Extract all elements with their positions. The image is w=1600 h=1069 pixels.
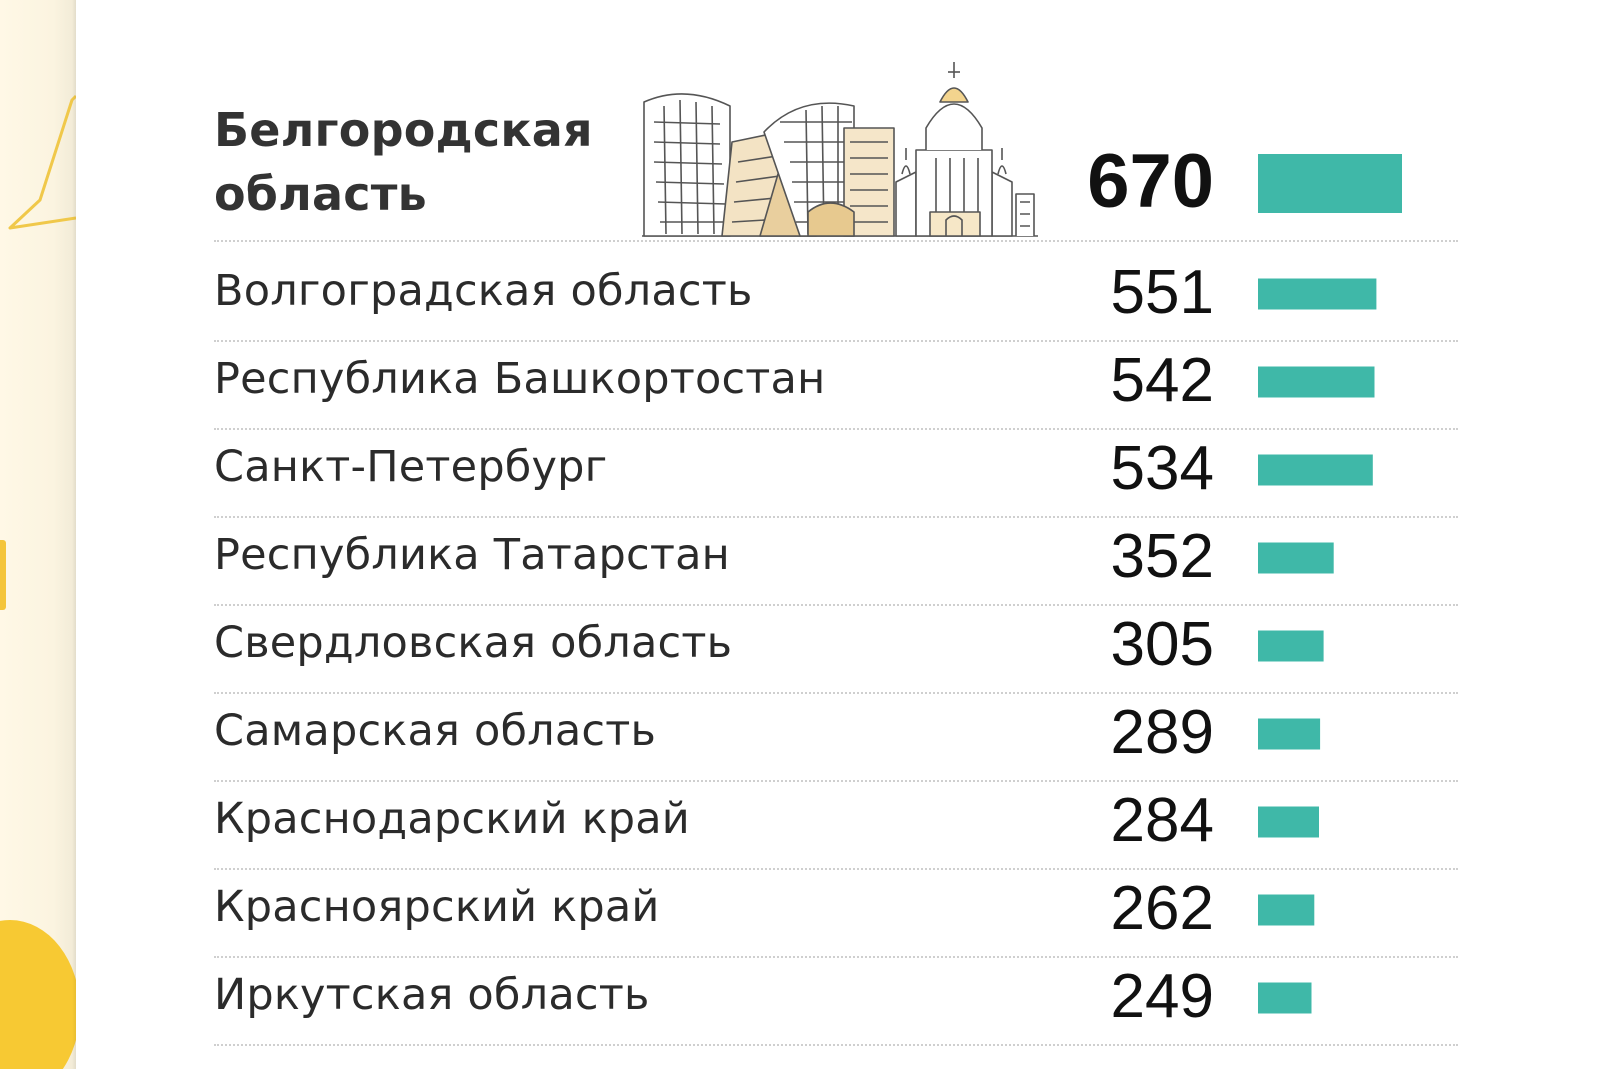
row-separator [214, 240, 1458, 242]
region-label: Краснодарский край [214, 794, 690, 844]
value-label: 284 [1110, 786, 1214, 855]
row-separator [214, 604, 1458, 606]
row-separator [214, 340, 1458, 342]
bar [1258, 154, 1402, 213]
bar [1258, 278, 1377, 310]
bar [1258, 806, 1319, 838]
value-label: 262 [1110, 874, 1214, 943]
value-label: 289 [1110, 698, 1214, 767]
region-label: Республика Башкортостан [214, 354, 826, 404]
row-separator [214, 956, 1458, 958]
ranking-chart: Белгородская область 670 Волгоградская обл… [214, 62, 1484, 1060]
decorative-line-icon [8, 94, 76, 230]
row-separator [214, 428, 1458, 430]
value-label: 534 [1110, 434, 1214, 503]
region-label: Иркутская область [214, 970, 650, 1020]
region-label: Самарская область [214, 706, 657, 756]
region-label: Республика Татарстан [214, 530, 730, 580]
value-label: 542 [1110, 346, 1214, 415]
row-separator [214, 780, 1458, 782]
bar [1258, 630, 1324, 662]
bar [1258, 542, 1334, 574]
bar [1258, 454, 1373, 486]
region-label: Санкт-Петербург [214, 442, 608, 492]
region-label: Волгоградская область [214, 266, 753, 316]
value-label: 551 [1110, 258, 1214, 327]
row-separator [214, 516, 1458, 518]
row-separator [214, 1044, 1458, 1046]
row-separator [214, 868, 1458, 870]
decorative-blob [0, 920, 76, 1069]
decorative-mark [0, 540, 6, 610]
left-decorative-strip [0, 0, 76, 1069]
bar [1258, 982, 1312, 1014]
value-label: 249 [1110, 962, 1214, 1031]
value-label: 352 [1110, 522, 1214, 591]
value-label: 305 [1110, 610, 1214, 679]
row-separator [214, 692, 1458, 694]
bar [1258, 366, 1375, 398]
region-label: Свердловская область [214, 618, 733, 668]
city-buildings-cathedral-icon [642, 62, 1038, 237]
region-label: Красноярский край [214, 882, 660, 932]
region-label: Белгородская область [214, 103, 593, 221]
value-label: 670 [1087, 139, 1214, 224]
bar [1258, 718, 1321, 750]
bar [1258, 894, 1315, 926]
